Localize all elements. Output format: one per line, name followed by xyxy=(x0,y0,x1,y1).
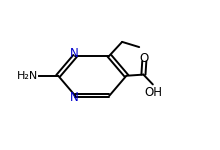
Text: H₂N: H₂N xyxy=(16,71,38,81)
Text: O: O xyxy=(140,52,149,65)
Text: N: N xyxy=(70,47,79,60)
Text: N: N xyxy=(70,91,79,104)
Text: OH: OH xyxy=(145,87,163,99)
